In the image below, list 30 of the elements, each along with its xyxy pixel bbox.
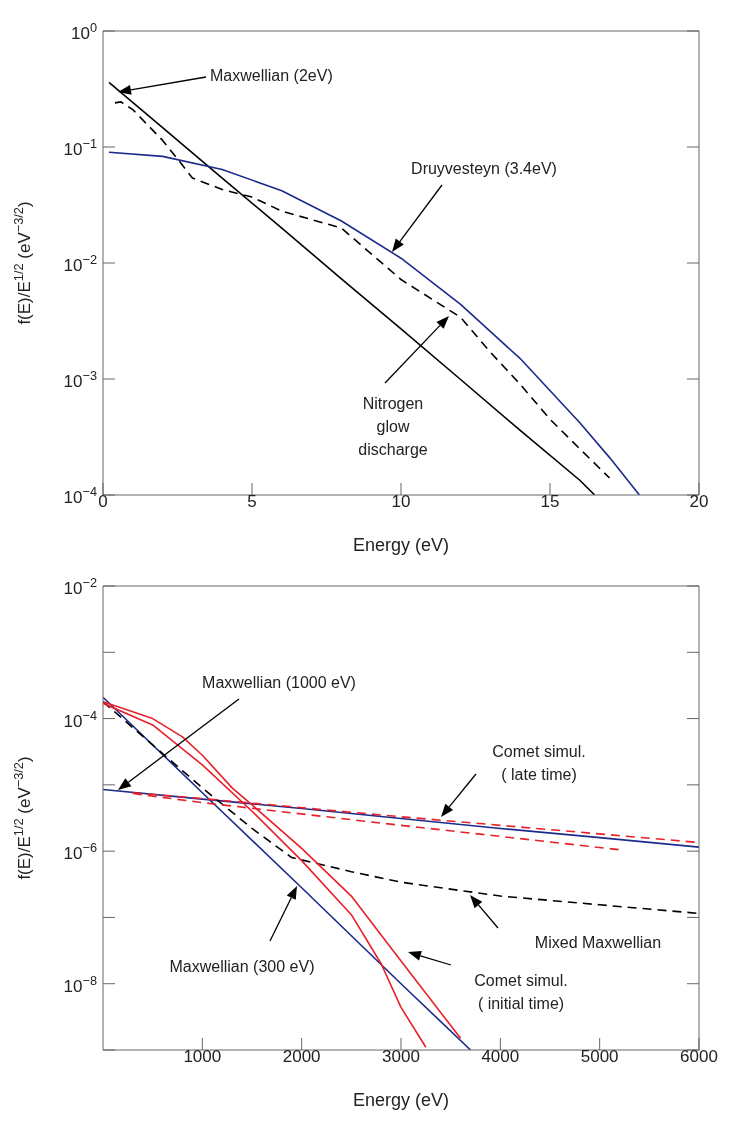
y-tick-label: 10$^{−8}$ — [63, 972, 97, 996]
y-tick-label: 10$^{−3}$ — [63, 367, 97, 391]
x-tick-label: 5 — [247, 492, 257, 511]
annotation: Mixed Maxwellian — [534, 933, 662, 951]
y-tick-label: 10$^{−6}$ — [63, 839, 97, 864]
x-tick-label: 2000 — [282, 1047, 321, 1066]
annotation: Nitrogen glow discharge — [358, 394, 428, 458]
x-axis-title: Energy (eV) — [352, 535, 450, 555]
annotation: Maxwellian (1000 eV) — [202, 673, 356, 691]
y-tick-label: 10$^{−2}$ — [63, 574, 97, 598]
x-tick-label: 4000 — [481, 1047, 520, 1066]
y-tick-label: 10$^{0}$ — [70, 19, 97, 43]
x-tick-label: 5000 — [580, 1047, 619, 1066]
x-tick-label: 20 — [689, 492, 709, 511]
x-tick-label: 0 — [98, 492, 108, 511]
x-tick-label: 1000 — [183, 1047, 222, 1066]
x-axis-title: Energy (eV) — [352, 1090, 450, 1110]
x-tick-label: 15 — [540, 492, 560, 511]
y-tick-label: 10$^{−1}$ — [63, 135, 97, 159]
annotation: Druyvesteyn (3.4eV) — [411, 159, 557, 177]
x-tick-label: 3000 — [382, 1047, 420, 1066]
y-tick-label: 10$^{−4}$ — [63, 483, 97, 507]
annotation: Comet simul. ( late time) — [492, 742, 586, 783]
annotation: Comet simul. ( initial time) — [474, 971, 568, 1012]
x-tick-label: 10 — [391, 492, 411, 511]
annotation: Maxwellian (2eV) — [210, 66, 333, 84]
x-tick-label: 6000 — [680, 1047, 718, 1066]
y-tick-label: 10$^{−4}$ — [63, 707, 97, 731]
y-tick-label: 10$^{−2}$ — [63, 251, 97, 275]
annotation: Maxwellian (300 eV) — [169, 957, 315, 975]
